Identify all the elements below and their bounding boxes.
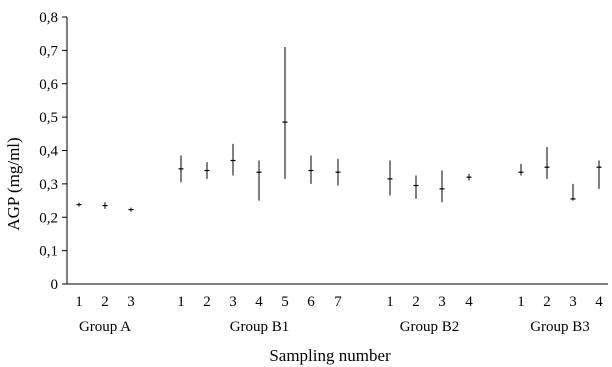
- x-axis-labels: 1 2 3 Group A 1 2 3 4 5 6 7 Group B1 1 2 3 4 Group B2 1 2 3…: [75, 294, 603, 335]
- y-tick-label: 0: [51, 277, 59, 293]
- x-tick-label: 1: [75, 294, 83, 310]
- group-label: Group B3: [530, 319, 590, 335]
- x-tick-label: 1: [386, 294, 394, 310]
- y-axis-title: AGP (mg/ml): [4, 137, 23, 230]
- y-tick-label: 0,4: [39, 144, 58, 160]
- y-tick-label: 0,1: [39, 244, 58, 260]
- group-label: Group B1: [230, 319, 290, 335]
- x-tick-label: 6: [307, 294, 315, 310]
- axes: [66, 17, 608, 285]
- x-tick-label: 2: [543, 294, 551, 310]
- x-tick-label: 1: [517, 294, 525, 310]
- x-tick-label: 3: [127, 294, 135, 310]
- y-tick-label: 0,5: [39, 110, 58, 126]
- y-tick-label: 0,3: [39, 177, 58, 193]
- y-tick-label: 0,7: [39, 43, 58, 59]
- x-tick-label: 5: [281, 294, 289, 310]
- x-tick-label: 4: [465, 294, 473, 310]
- group-label: Group A: [79, 319, 131, 335]
- y-tick-label: 0,6: [39, 77, 58, 93]
- x-tick-label: 2: [203, 294, 211, 310]
- group-label: Group B2: [400, 319, 460, 335]
- x-tick-label: 3: [438, 294, 446, 310]
- y-axis-ticks: 0 0,1 0,2 0,3 0,4 0,5 0,6 0,7 0,8: [39, 10, 67, 293]
- x-tick-label: 3: [569, 294, 577, 310]
- x-tick-label: 3: [229, 294, 237, 310]
- x-tick-label: 1: [177, 294, 185, 310]
- x-tick-label: 2: [101, 294, 109, 310]
- x-tick-label: 2: [412, 294, 420, 310]
- x-axis-title: Sampling number: [269, 346, 391, 365]
- y-tick-label: 0,2: [39, 210, 58, 226]
- x-tick-label: 4: [255, 294, 263, 310]
- x-tick-label: 4: [595, 294, 603, 310]
- y-tick-label: 0,8: [39, 10, 58, 26]
- x-tick-label: 7: [334, 294, 342, 310]
- plot-area: [76, 47, 602, 212]
